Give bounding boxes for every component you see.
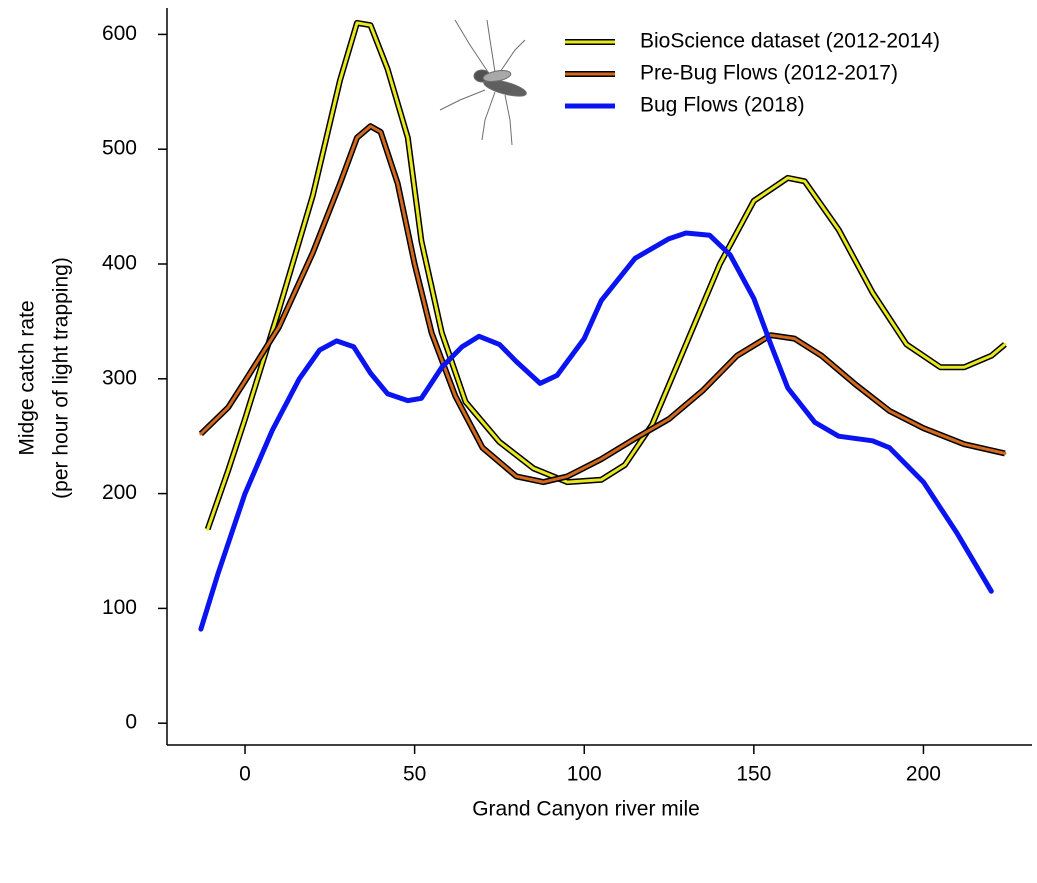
y-tick-label: 400 xyxy=(102,252,137,275)
legend-label: Pre-Bug Flows (2012-2017) xyxy=(640,62,898,85)
line xyxy=(198,230,994,632)
y-tick-label: 600 xyxy=(102,22,137,45)
y-axis-label: (per hour of light trapping) xyxy=(50,257,73,499)
legend-label: BioScience dataset (2012-2014) xyxy=(640,30,940,53)
y-tick-label: 300 xyxy=(102,366,137,389)
line-edge xyxy=(198,123,1006,486)
x-tick-label: 100 xyxy=(567,763,602,786)
line xyxy=(206,21,1007,531)
y-tick-label: 100 xyxy=(102,596,137,619)
x-tick-label: 200 xyxy=(906,763,941,786)
y-tick-label: 500 xyxy=(102,137,137,160)
y-tick-label: 200 xyxy=(102,481,137,504)
y-axis-label: Midge catch rate xyxy=(16,300,39,455)
x-axis-label: Grand Canyon river mile xyxy=(472,798,700,821)
legend-label: Bug Flows (2018) xyxy=(640,94,805,117)
x-tick-label: 0 xyxy=(239,763,251,786)
x-tick-label: 50 xyxy=(403,763,426,786)
y-tick-label: 0 xyxy=(125,711,137,734)
line xyxy=(199,124,1007,484)
mosquito-icon xyxy=(439,19,527,146)
x-tick-label: 150 xyxy=(736,763,771,786)
